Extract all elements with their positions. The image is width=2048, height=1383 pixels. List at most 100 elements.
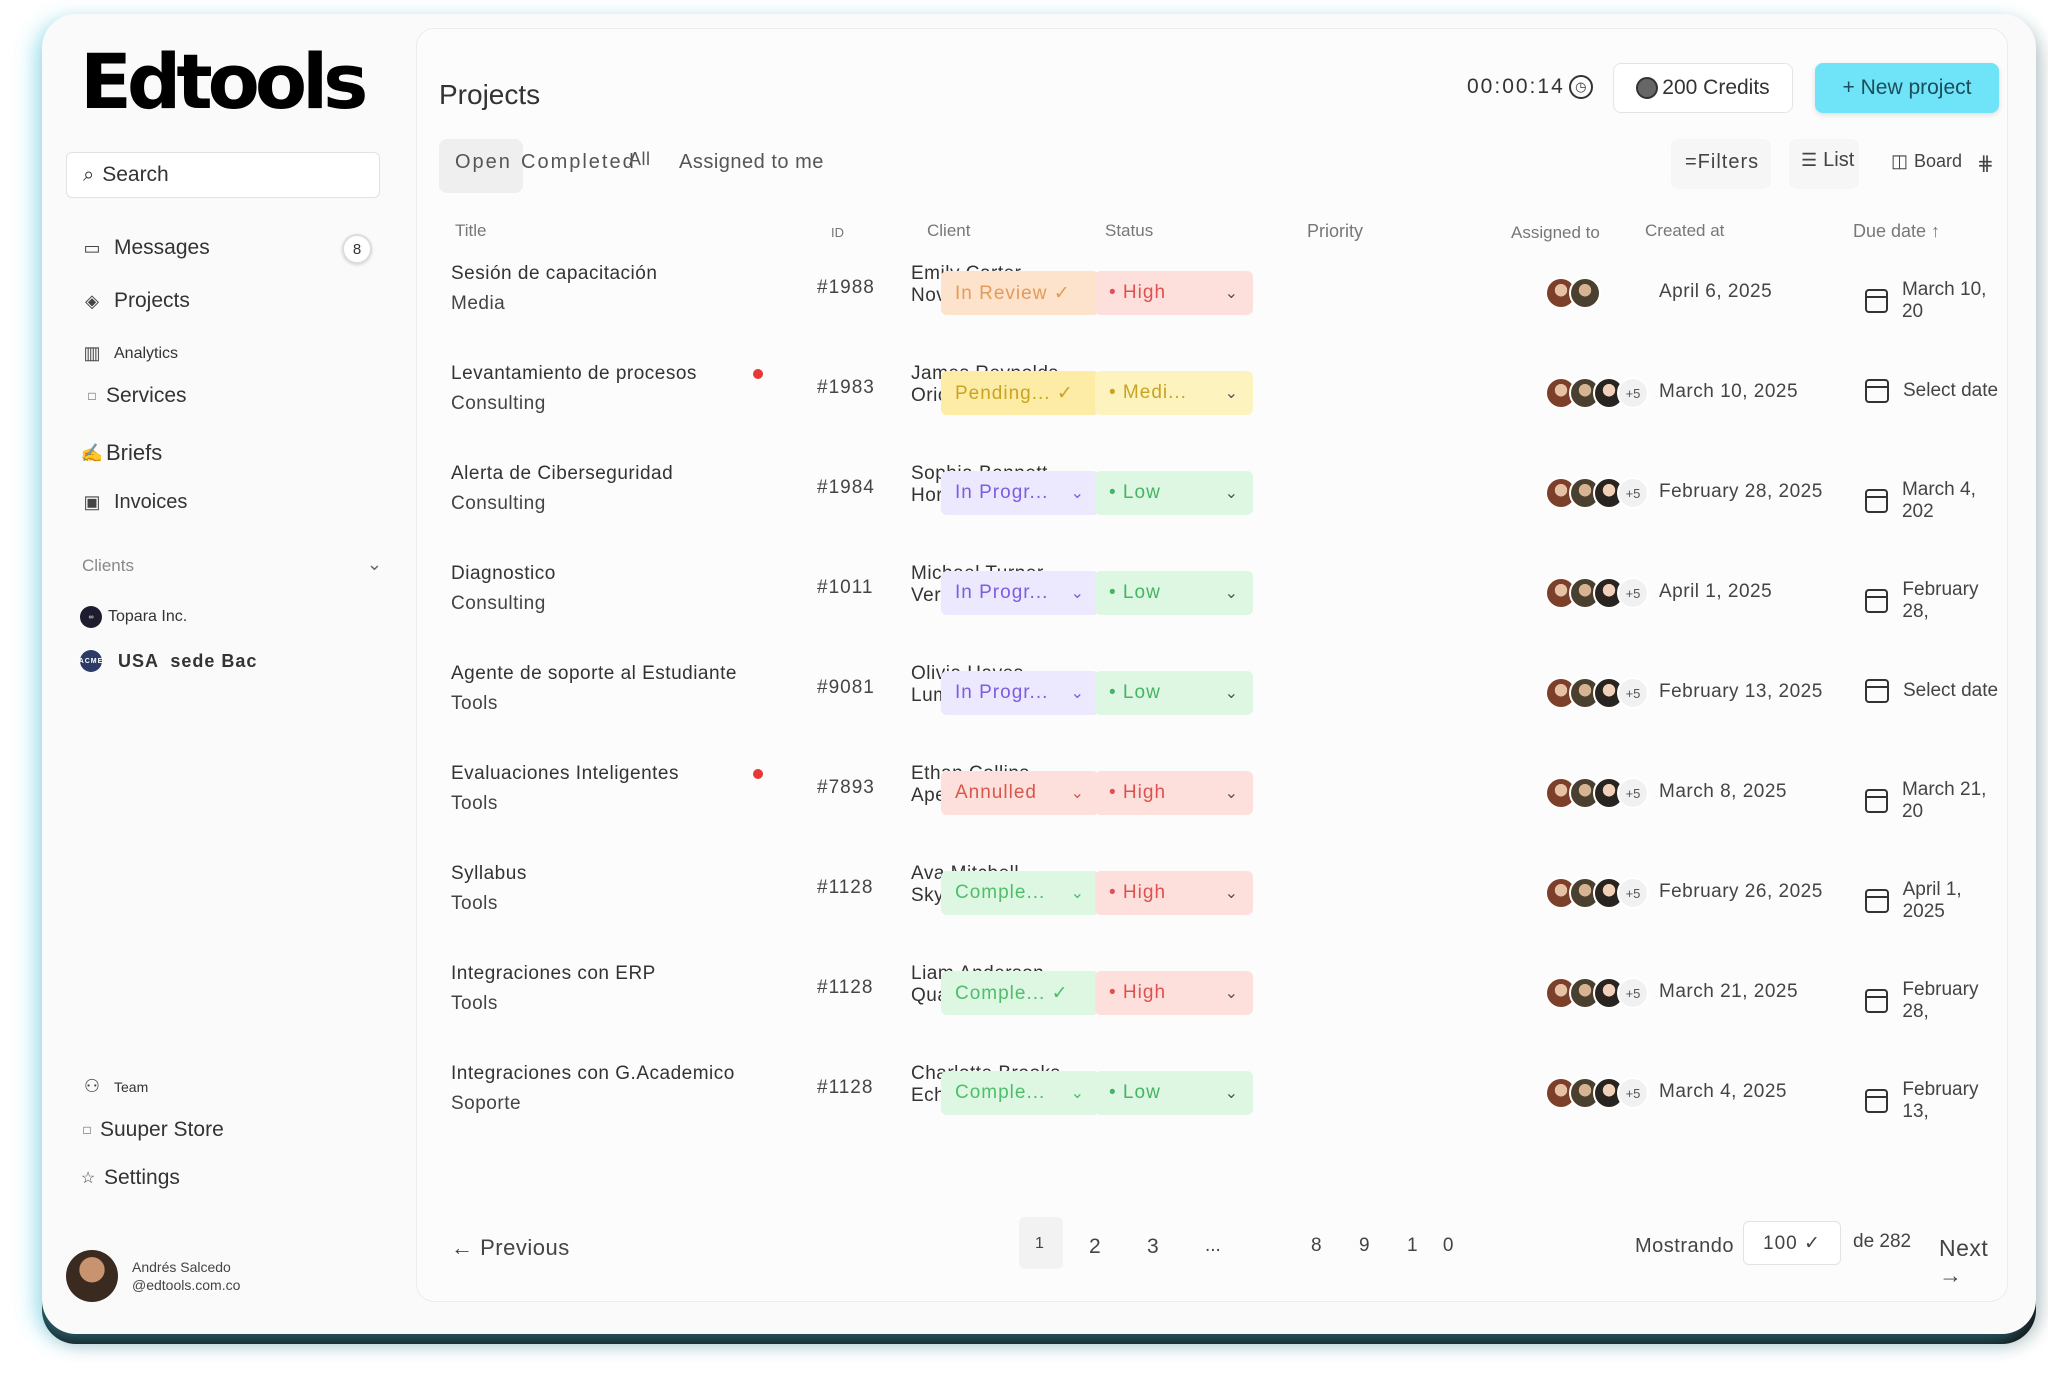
sidebar-item-messages[interactable]: ▭ Messages [80, 236, 209, 260]
client-item-usa[interactable]: ACME USA sede Bac [79, 650, 257, 672]
clients-section-toggle[interactable]: Clients ⌄ [82, 554, 382, 576]
due-date-picker[interactable]: March 21, 20 [1865, 779, 2007, 823]
status-select[interactable]: Comple... ✓ [941, 971, 1099, 1015]
app-logo[interactable]: Edtools [80, 37, 368, 126]
due-date-picker[interactable]: February 28, [1865, 579, 2007, 623]
col-client[interactable]: Client [927, 221, 971, 240]
sidebar-item-briefs[interactable]: ✍ Briefs [80, 440, 162, 466]
title-cell[interactable]: Agente de soporte al Estudiante Tools [451, 663, 737, 715]
page-1[interactable]: 1 [1035, 1235, 1044, 1252]
page-3[interactable]: 3 [1147, 1235, 1159, 1258]
timer[interactable]: 00:00:14 ◷ [1467, 75, 1593, 99]
sidebar-item-analytics[interactable]: ▥ Analytics [80, 343, 178, 364]
unread-dot [753, 769, 763, 779]
col-priority[interactable]: Priority [1307, 221, 1364, 241]
next-button[interactable]: Next → [1939, 1235, 1989, 1288]
assignee-avatars[interactable]: +5 [1545, 777, 1649, 809]
status-select[interactable]: Annulled ⌄ [941, 771, 1099, 815]
status-select[interactable]: In Progr... ⌄ [941, 471, 1099, 515]
priority-select[interactable]: • Low ⌄ [1095, 571, 1253, 615]
assignee-avatars[interactable]: +5 [1545, 677, 1649, 709]
due-date-picker[interactable]: Select date [1865, 379, 1998, 403]
page-2[interactable]: 2 [1089, 1235, 1101, 1258]
priority-select[interactable]: • High ⌄ [1095, 271, 1253, 315]
list-button[interactable]: ☰ List [1801, 149, 1854, 172]
col-id[interactable]: ID [831, 225, 844, 240]
title-cell[interactable]: Syllabus Tools [451, 863, 527, 915]
sidebar-item-store[interactable]: □ Suuper Store [80, 1118, 223, 1142]
page-8[interactable]: 8 [1311, 1235, 1322, 1256]
tab-all[interactable]: All [629, 149, 651, 169]
sidebar-item-projects[interactable]: ◈ Projects [80, 289, 190, 313]
tab-assigned[interactable]: Assigned to me [679, 151, 824, 173]
col-status[interactable]: Status [1105, 221, 1154, 240]
assignee-avatars[interactable]: +5 [1545, 977, 1649, 1009]
new-project-button[interactable]: + New project [1815, 63, 1999, 113]
status-select[interactable]: Pending... ✓ [941, 371, 1099, 415]
status-select[interactable]: In Review ✓ [941, 271, 1099, 315]
previous-button[interactable]: ← Previous [451, 1235, 570, 1260]
assignee-avatars[interactable] [1545, 277, 1601, 309]
priority-select[interactable]: • High ⌄ [1095, 771, 1253, 815]
table-row[interactable]: Alerta de CiberseguridadConsulting#1984S… [417, 459, 2007, 535]
settings-sliders-icon[interactable]: ⋕ [1977, 153, 1994, 175]
tab-open[interactable]: Open [455, 151, 512, 173]
due-date-picker[interactable]: February 13, [1865, 1079, 2007, 1123]
col-title[interactable]: Title [455, 221, 487, 240]
col-assigned[interactable]: Assigned to [1511, 223, 1600, 242]
title-cell[interactable]: Integraciones con G.Academico Soporte [451, 1063, 735, 1115]
page-9[interactable]: 9 [1359, 1235, 1370, 1256]
status-select[interactable]: In Progr... ⌄ [941, 671, 1099, 715]
status-select[interactable]: Comple... ⌄ [941, 871, 1099, 915]
assignee-avatars[interactable]: +5 [1545, 577, 1649, 609]
project-title: Evaluaciones Inteligentes [451, 763, 679, 784]
due-date-picker[interactable]: April 1, 2025 [1865, 879, 2007, 923]
due-date-picker[interactable]: March 4, 202 [1865, 479, 2007, 523]
title-cell[interactable]: Evaluaciones Inteligentes Tools [451, 763, 679, 815]
table-row[interactable]: Levantamiento de procesos Consulting #1983… [417, 359, 2007, 435]
due-date-picker[interactable]: February 28, [1865, 979, 2007, 1023]
search-input[interactable]: ⌕ Search [66, 152, 380, 198]
title-cell[interactable]: Integraciones con ERP Tools [451, 963, 656, 1015]
status-select[interactable]: In Progr... ⌄ [941, 571, 1099, 615]
credits-button[interactable]: 200 Credits [1613, 63, 1793, 113]
title-cell[interactable]: Sesión de capacitación Media [451, 263, 657, 315]
client-logo-icon: ∞ [80, 606, 102, 628]
due-date-picker[interactable]: March 10, 20 [1865, 279, 2007, 323]
assignee-avatars[interactable]: +5 [1545, 477, 1649, 509]
sidebar-item-team[interactable]: ⚇ Team [80, 1076, 148, 1097]
assignee-avatars[interactable]: +5 [1545, 1077, 1649, 1109]
filters-button[interactable]: =Filters [1685, 151, 1760, 173]
priority-select[interactable]: • Low ⌄ [1095, 671, 1253, 715]
priority-select[interactable]: • High ⌄ [1095, 971, 1253, 1015]
sidebar-item-settings[interactable]: ☆ Settings [80, 1166, 180, 1190]
title-cell[interactable]: Alerta de Ciberseguridad Consulting [451, 463, 673, 515]
assignee-avatars[interactable]: +5 [1545, 877, 1649, 909]
client-item-topara[interactable]: ∞ Topara Inc. [80, 606, 187, 628]
priority-select[interactable]: • Medi... ⌄ [1095, 371, 1253, 415]
assignee-avatars[interactable]: +5 [1545, 377, 1649, 409]
sidebar-item-services[interactable]: □ Services [80, 384, 186, 408]
page-10[interactable]: 1 0 [1407, 1235, 1464, 1256]
title-cell[interactable]: Levantamiento de procesos Consulting [451, 363, 697, 415]
col-created[interactable]: Created at [1645, 221, 1725, 240]
priority-select[interactable]: • Low ⌄ [1095, 471, 1253, 515]
user-profile[interactable]: Andrés Salcedo @edtools.com.co [66, 1250, 240, 1302]
per-page-select[interactable]: 100 ✓ [1743, 1221, 1841, 1265]
board-button[interactable]: ◫ Board [1891, 151, 1962, 172]
table-row[interactable]: Evaluaciones Inteligentes Tools #7893 Ethan… [417, 759, 2007, 835]
table-row[interactable]: Integraciones con G.Academico Soporte #112… [417, 1059, 2007, 1135]
priority-select[interactable]: • High ⌄ [1095, 871, 1253, 915]
due-date-picker[interactable]: Select date [1865, 679, 1998, 703]
tab-completed[interactable]: Completed [521, 151, 636, 173]
status-select[interactable]: Comple... ⌄ [941, 1071, 1099, 1115]
table-row[interactable]: Agente de soporte al Estudiante Tools #908… [417, 659, 2007, 735]
sidebar-item-invoices[interactable]: ▣ Invoices [80, 491, 187, 514]
col-due[interactable]: Due date ↑ [1853, 221, 1941, 241]
priority-select[interactable]: • Low ⌄ [1095, 1071, 1253, 1115]
title-cell[interactable]: Diagnostico Consulting [451, 563, 556, 615]
